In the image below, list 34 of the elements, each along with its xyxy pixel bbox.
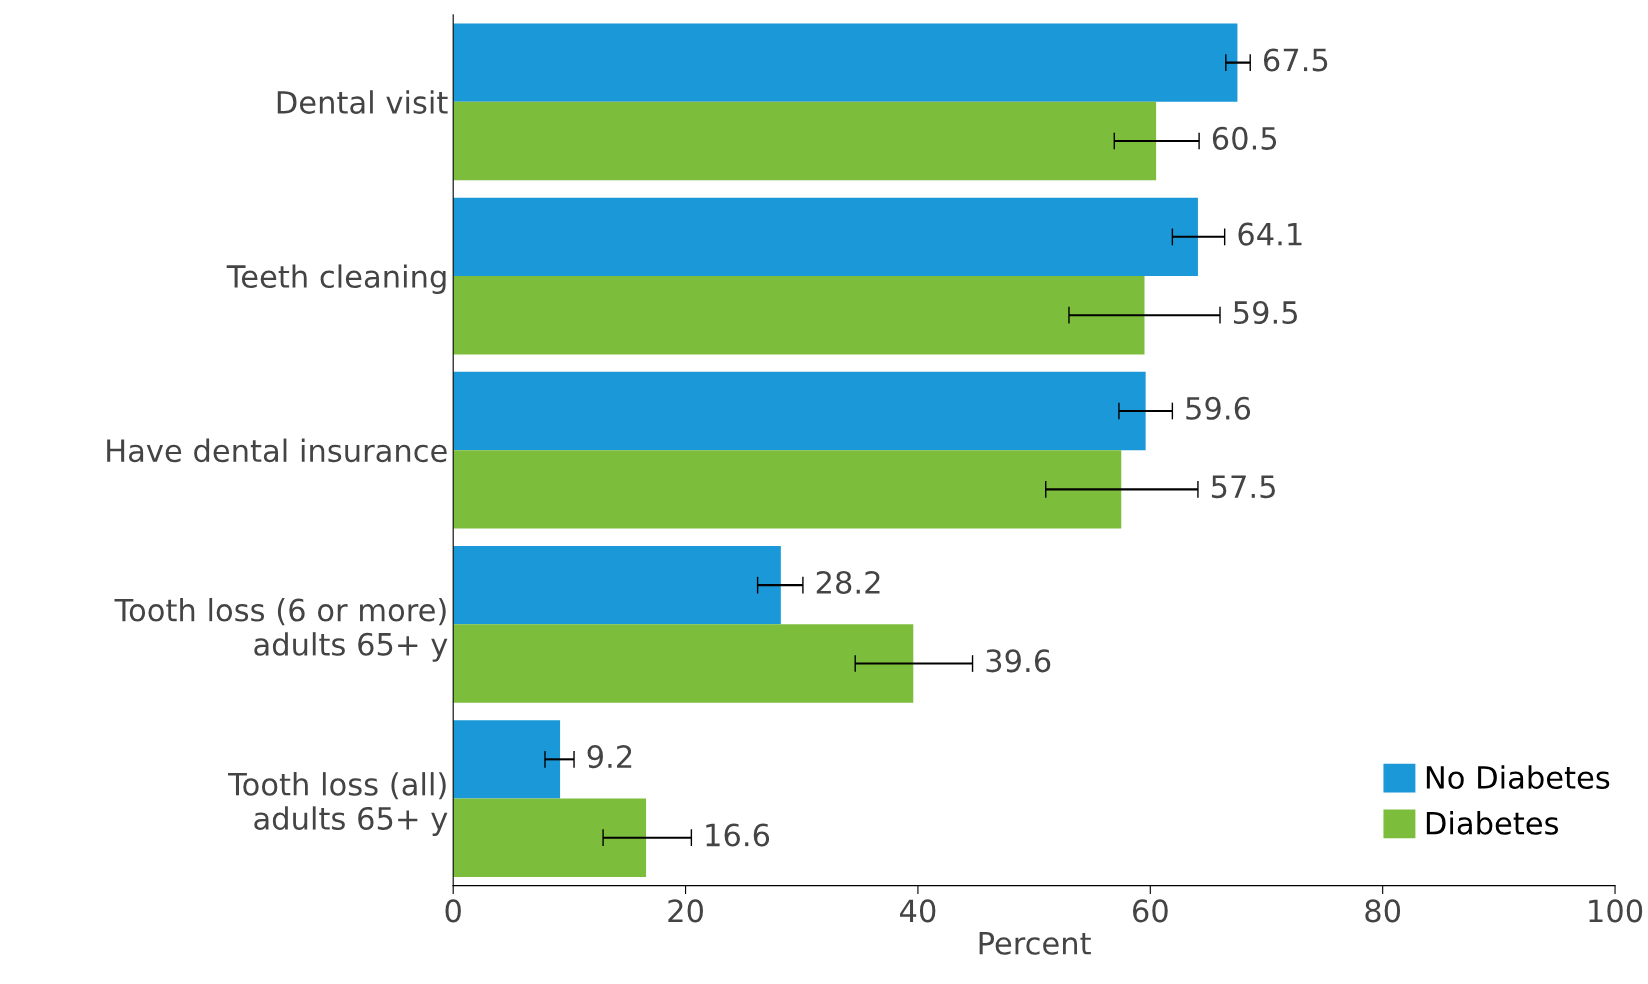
data-label: 59.5 bbox=[1233, 300, 1297, 325]
bar bbox=[453, 798, 647, 877]
data-label: 64.1 bbox=[1238, 222, 1302, 246]
data-label: 59.6 bbox=[1186, 396, 1251, 420]
x-tick-label: 60 bbox=[1133, 899, 1168, 923]
y-tick-label: Dental visit bbox=[277, 90, 448, 114]
legend-label: Diabetes bbox=[1426, 811, 1559, 835]
legend-label: No Diabetes bbox=[1426, 765, 1610, 789]
y-tick-label: Have dental insurance bbox=[107, 438, 447, 463]
data-label: 16.6 bbox=[706, 823, 770, 847]
y-tick-label: Tooth loss (6 or more) adults 65+ y bbox=[114, 597, 448, 662]
data-label: 57.5 bbox=[1211, 475, 1275, 499]
x-tick-label: 100 bbox=[1589, 899, 1643, 923]
x-tick-label: 40 bbox=[899, 899, 936, 923]
y-tick-label: Teeth cleaning bbox=[226, 264, 446, 294]
data-label: 9.2 bbox=[587, 745, 632, 769]
x-tick-label: 80 bbox=[1365, 899, 1401, 923]
y-tick-label: Tooth loss (all) adults 65+ y bbox=[228, 772, 448, 836]
x-tick-label: 20 bbox=[668, 899, 703, 923]
bar bbox=[453, 23, 1238, 102]
bar bbox=[453, 197, 1198, 277]
bar bbox=[453, 720, 561, 799]
x-axis-title: Percent bbox=[979, 932, 1091, 955]
data-label: 28.2 bbox=[816, 570, 880, 595]
data-label: 67.5 bbox=[1263, 48, 1328, 72]
bar bbox=[453, 101, 1157, 181]
bar bbox=[453, 545, 781, 625]
bar bbox=[453, 624, 914, 703]
data-label: 60.5 bbox=[1212, 126, 1277, 150]
data-label: 39.6 bbox=[986, 649, 1051, 673]
bar bbox=[453, 450, 1122, 529]
bar bbox=[453, 276, 1145, 355]
bar bbox=[453, 371, 1146, 451]
x-tick-label: 0 bbox=[445, 899, 461, 923]
